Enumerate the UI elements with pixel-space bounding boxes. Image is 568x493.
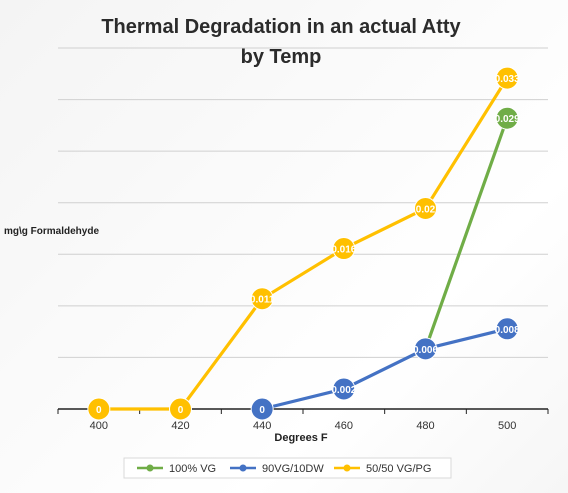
- data-label: 0.006: [413, 345, 438, 356]
- data-point: [495, 66, 519, 90]
- legend-label: 50/50 VG/PG: [366, 463, 431, 475]
- y-axis-label: mg\g Formaldehyde: [4, 226, 99, 237]
- x-tick-labels: 400 420 440 460 480 500: [90, 420, 517, 432]
- legend-label: 90VG/10DW: [262, 463, 324, 475]
- legend: 100% VG 90VG/10DW 50/50 VG/PG: [123, 457, 452, 479]
- data-point: [495, 106, 519, 130]
- x-tick-label: 460: [335, 420, 353, 432]
- x-axis-label: Degrees F: [274, 432, 327, 444]
- legend-box: [123, 457, 452, 479]
- data-label: 0: [259, 405, 265, 416]
- chart-title: Thermal Degradation in an actual Atty: [101, 16, 461, 38]
- data-label: 0.029: [495, 114, 520, 125]
- series-layer: 0.029 0 0.002 0.006 0.008 0 0 0.011 0.016 0.02 0.0…: [87, 66, 520, 421]
- series-1: 0 0.002 0.006 0.008: [250, 317, 520, 421]
- data-point: [169, 397, 192, 421]
- data-point: [414, 196, 437, 220]
- data-label: 0.016: [331, 245, 356, 256]
- series-2: 0 0 0.011 0.016 0.02 0.033: [87, 66, 520, 421]
- x-tick-label: 440: [253, 420, 271, 432]
- data-point: [332, 237, 356, 261]
- series-line: [98, 77, 509, 411]
- data-label: 0: [96, 405, 102, 416]
- data-label: 0.008: [495, 325, 520, 336]
- legend-marker: [239, 464, 247, 472]
- x-tick-label: 480: [416, 420, 434, 432]
- data-label: 0: [178, 405, 184, 416]
- legend-item: 100% VG: [137, 463, 216, 475]
- series-line: [261, 327, 508, 411]
- data-point: [495, 317, 519, 341]
- legend-item: 50/50 VG/PG: [334, 463, 431, 475]
- series-line: [423, 117, 509, 350]
- legend-label: 100% VG: [169, 463, 216, 475]
- legend-marker: [146, 464, 154, 472]
- data-label: 0.002: [331, 385, 356, 396]
- data-point: [414, 337, 437, 361]
- data-point: [250, 287, 274, 311]
- chart-subtitle: by Temp: [241, 46, 322, 68]
- x-tick-label: 500: [498, 420, 516, 432]
- data-point: [87, 397, 111, 421]
- data-label: 0.02: [416, 204, 436, 215]
- legend-marker: [343, 464, 351, 472]
- data-label: 0.011: [250, 295, 275, 306]
- data-point: [250, 397, 274, 421]
- x-tick-label: 420: [171, 420, 189, 432]
- legend-item: 90VG/10DW: [230, 463, 324, 475]
- data-point: [332, 377, 356, 401]
- gridlines: [57, 47, 549, 414]
- series-0: 0.029: [423, 106, 520, 350]
- data-label: 0.033: [495, 74, 520, 85]
- x-tick-label: 400: [90, 420, 108, 432]
